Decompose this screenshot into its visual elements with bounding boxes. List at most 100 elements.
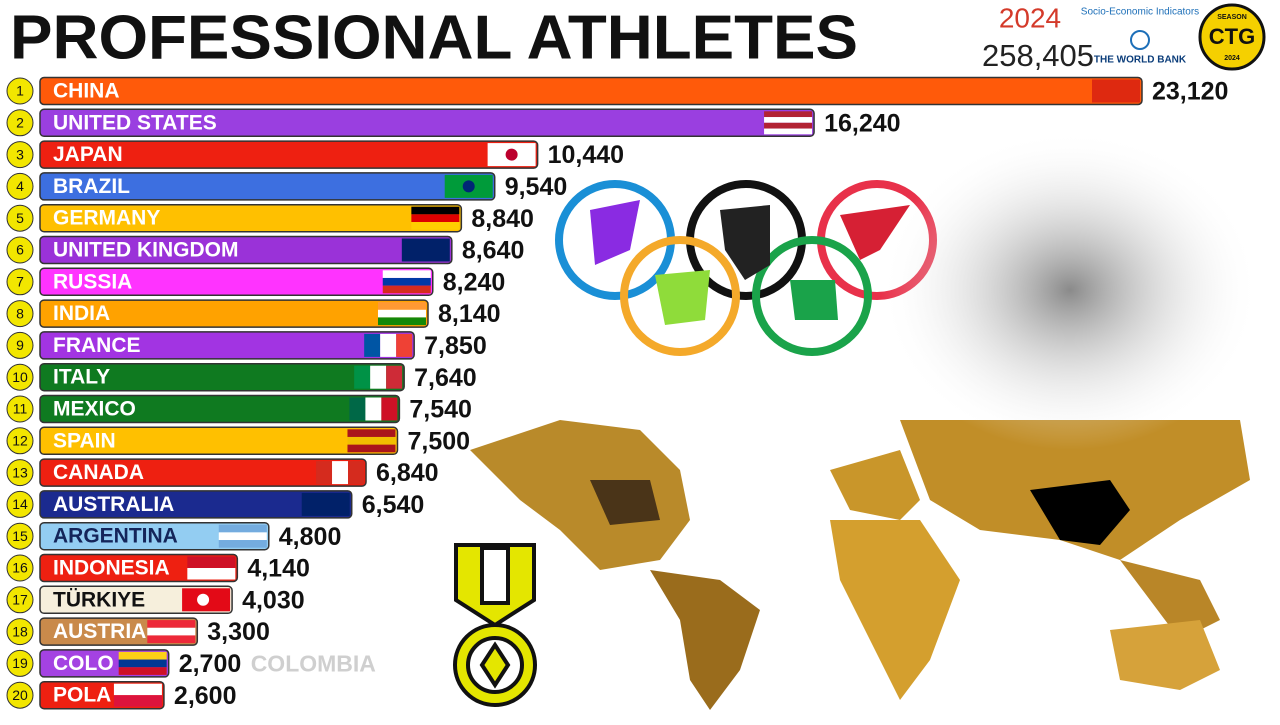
bar <box>39 331 415 360</box>
flag-stripe <box>370 365 387 389</box>
rank: 11 <box>13 401 28 417</box>
flag-stripe <box>187 568 236 580</box>
badge <box>1198 3 1266 71</box>
flag-stripe <box>377 302 426 310</box>
olympic-rings <box>555 180 937 356</box>
bars: 1 CHINA 23,120 2 UNITED STATES 16,240 3 JAPAN 10… <box>6 76 1228 710</box>
value-label: 8,840 <box>471 205 534 233</box>
value-label: 7,850 <box>424 332 487 360</box>
year: 2024 <box>999 2 1061 33</box>
value-label: 7,640 <box>414 364 477 392</box>
bar <box>39 458 367 487</box>
rank: 2 <box>16 115 24 131</box>
flag-stripe <box>348 461 365 485</box>
rank: 16 <box>12 560 28 576</box>
value-label: 6,540 <box>362 491 425 519</box>
flag-stripe <box>381 397 398 421</box>
bar <box>39 394 401 424</box>
flag-stripe <box>187 556 236 568</box>
rank: 8 <box>16 305 24 321</box>
value-label: 10,440 <box>548 141 624 169</box>
rank: 9 <box>16 337 24 353</box>
bar-label: UNITED KINGDOM <box>53 239 239 262</box>
value-label: 7,500 <box>407 427 470 455</box>
rank: 13 <box>12 464 28 480</box>
flag <box>377 302 426 326</box>
athletes-image <box>880 130 1260 450</box>
flag-stripe <box>347 429 396 437</box>
flag <box>218 524 267 548</box>
flag <box>764 111 813 135</box>
flag-stripe <box>332 461 349 485</box>
rank-badge <box>6 427 34 455</box>
rank-badge <box>6 77 34 105</box>
badge-top: SEASON <box>1217 14 1247 21</box>
bar-label: MEXICO <box>53 398 136 421</box>
bar-label: INDONESIA <box>53 557 170 580</box>
value-label: 4,140 <box>247 555 310 583</box>
rank: 5 <box>16 210 24 226</box>
flag <box>411 206 460 230</box>
flag-stripe <box>377 309 426 318</box>
bar-label: AUSTRALIA <box>53 493 174 516</box>
flag-stripe <box>411 214 460 223</box>
flag <box>147 620 196 644</box>
bar-label: ARGENTINA <box>53 525 178 548</box>
medal-icon <box>453 543 537 707</box>
rank: 6 <box>16 242 24 258</box>
chart-title: PROFESSIONAL ATHLETES <box>10 3 858 72</box>
rank: 1 <box>16 83 24 99</box>
flag <box>444 174 493 198</box>
flag-stripe <box>382 285 431 294</box>
rank: 3 <box>16 146 24 162</box>
bar <box>39 76 1143 106</box>
bar <box>39 172 496 201</box>
flag-stripe <box>1092 79 1140 103</box>
flag-stripe <box>386 365 403 389</box>
bar-label: BRAZIL <box>53 175 130 198</box>
flag-emblem <box>197 593 210 606</box>
flag-stripe <box>118 651 167 660</box>
rank-badge <box>6 395 34 423</box>
flag-stripe <box>147 620 196 628</box>
flag <box>301 492 350 516</box>
flag-emblem <box>505 148 518 161</box>
bar-label: GERMANY <box>53 207 160 230</box>
flag-stripe <box>764 111 813 118</box>
value-label: 23,120 <box>1152 78 1228 106</box>
rank-badge <box>6 141 34 169</box>
flag-stripe <box>349 397 366 421</box>
rank-badge <box>6 522 34 550</box>
rank-badge <box>6 490 34 518</box>
flag-stripe <box>147 635 196 644</box>
flag-stripe <box>382 277 431 286</box>
bar-label: TÜRKIYE <box>53 588 145 611</box>
flag-stripe <box>365 397 382 421</box>
bar <box>39 267 434 297</box>
rank-badge <box>6 618 34 646</box>
flag-stripe <box>411 222 460 230</box>
value-label: 2,700 <box>179 650 242 678</box>
value-label: 4,800 <box>279 523 342 551</box>
rank-badge <box>6 459 34 487</box>
bar <box>39 521 270 551</box>
flag <box>113 683 162 707</box>
flag-stripe <box>347 436 396 445</box>
flag-stripe <box>401 238 450 262</box>
bar-label: CHINA <box>53 80 120 103</box>
flag <box>1092 79 1140 103</box>
value-label: 8,640 <box>462 237 525 265</box>
flag-stripe <box>316 461 333 485</box>
world-map <box>470 420 1250 710</box>
bar-label: JAPAN <box>53 143 123 166</box>
rank-badge <box>6 236 34 264</box>
flag-stripe <box>347 444 396 453</box>
flag-stripe <box>396 333 413 357</box>
value-label: 6,840 <box>376 459 439 487</box>
flag <box>354 365 403 389</box>
flag-stripe <box>118 667 167 675</box>
flag <box>487 143 536 167</box>
bar-label: UNITED STATES <box>53 111 217 134</box>
value-label: 8,140 <box>438 300 501 328</box>
flag-stripe <box>380 333 397 357</box>
